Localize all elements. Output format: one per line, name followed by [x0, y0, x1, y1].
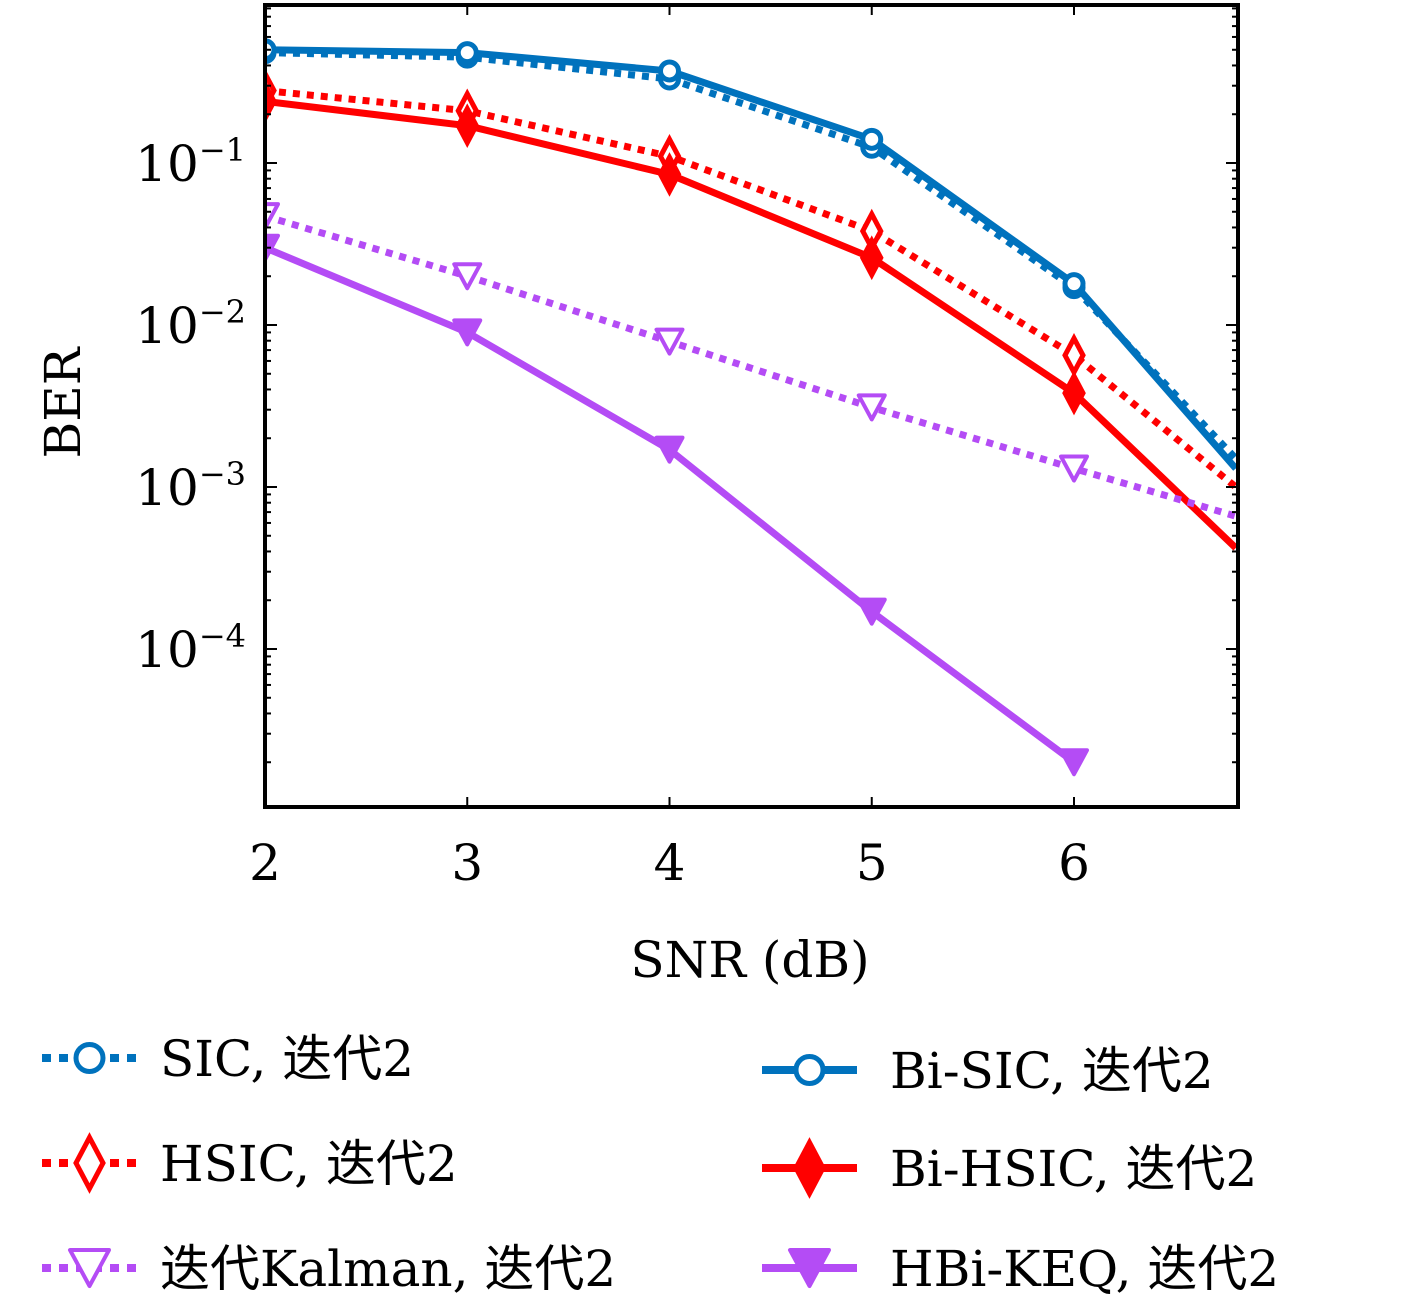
legend-label: Bi-HSIC, 迭代2 — [890, 1140, 1257, 1198]
y-tick-label: 10−4 — [135, 617, 246, 679]
series-3 — [265, 68, 1238, 490]
data-point — [452, 262, 483, 291]
legend-item-6: HBi-KEQ, 迭代2 — [762, 1240, 1279, 1298]
x-axis-title: SNR (dB) — [630, 931, 869, 989]
x-tick-label: 2 — [249, 834, 281, 892]
series-4 — [265, 79, 1238, 551]
legend-marker — [788, 1248, 831, 1288]
legend-item-4: Bi-HSIC, 迭代2 — [762, 1137, 1257, 1199]
x-tick-label: 4 — [654, 834, 686, 892]
series-6 — [265, 233, 1089, 777]
legend-marker — [793, 1137, 826, 1199]
legend-marker — [73, 1042, 106, 1074]
data-point — [654, 327, 685, 356]
x-tick-label: 3 — [451, 834, 483, 892]
data-point — [452, 318, 483, 347]
series-layer — [265, 38, 1238, 777]
series-1 — [265, 41, 1238, 461]
series-line — [265, 87, 1238, 490]
legend-label: HSIC, 迭代2 — [160, 1135, 458, 1193]
x-tick-label: 6 — [1058, 834, 1090, 892]
data-point — [859, 235, 884, 281]
data-point — [1059, 454, 1089, 483]
data-point — [1062, 272, 1086, 296]
series-line — [265, 46, 1238, 471]
legend-label: HBi-KEQ, 迭代2 — [890, 1240, 1279, 1298]
data-point — [654, 435, 685, 464]
data-point — [265, 233, 280, 262]
legend-label: SIC, 迭代2 — [160, 1030, 414, 1088]
data-point — [455, 41, 479, 65]
legend-item-5: 迭代Kalman, 迭代2 — [42, 1240, 616, 1298]
legend-label: Bi-SIC, 迭代2 — [890, 1042, 1214, 1100]
legend-label: 迭代Kalman, 迭代2 — [160, 1240, 616, 1298]
ticks-layer: 2 3 4 5 6 10−1 10−2 10−3 10−4 — [135, 5, 1238, 892]
legend-item-2: Bi-SIC, 迭代2 — [762, 1042, 1214, 1100]
series-line — [265, 97, 1238, 551]
data-point — [658, 59, 681, 83]
data-point — [265, 79, 277, 124]
x-tick-label: 5 — [856, 834, 888, 892]
data-point — [265, 202, 280, 231]
data-point — [856, 597, 887, 626]
y-tick-label: 10−2 — [135, 293, 246, 355]
y-axis-title: BER — [34, 346, 92, 458]
series-line — [265, 49, 1238, 461]
legend-item-3: HSIC, 迭代2 — [42, 1132, 458, 1194]
legend-marker — [793, 1054, 826, 1086]
y-tick-label: 10−3 — [135, 455, 246, 517]
series-5 — [265, 202, 1237, 520]
y-tick-label: 10−1 — [135, 131, 246, 193]
data-point — [455, 103, 480, 149]
data-point — [1062, 332, 1086, 378]
data-point — [1062, 370, 1086, 416]
plot-frame — [263, 3, 1240, 809]
legend-item-1: SIC, 迭代2 — [42, 1030, 414, 1088]
data-point — [1059, 748, 1089, 777]
series-line — [265, 244, 1077, 766]
legend: SIC, 迭代2 Bi-SIC, 迭代2 HSIC, 迭代2 Bi-HSIC, 迭代2… — [42, 1030, 1279, 1298]
legend-marker — [68, 1248, 111, 1288]
data-point — [860, 127, 884, 151]
legend-marker — [73, 1132, 106, 1194]
data-point — [856, 393, 887, 422]
data-point — [657, 152, 682, 197]
series-2 — [265, 38, 1238, 471]
